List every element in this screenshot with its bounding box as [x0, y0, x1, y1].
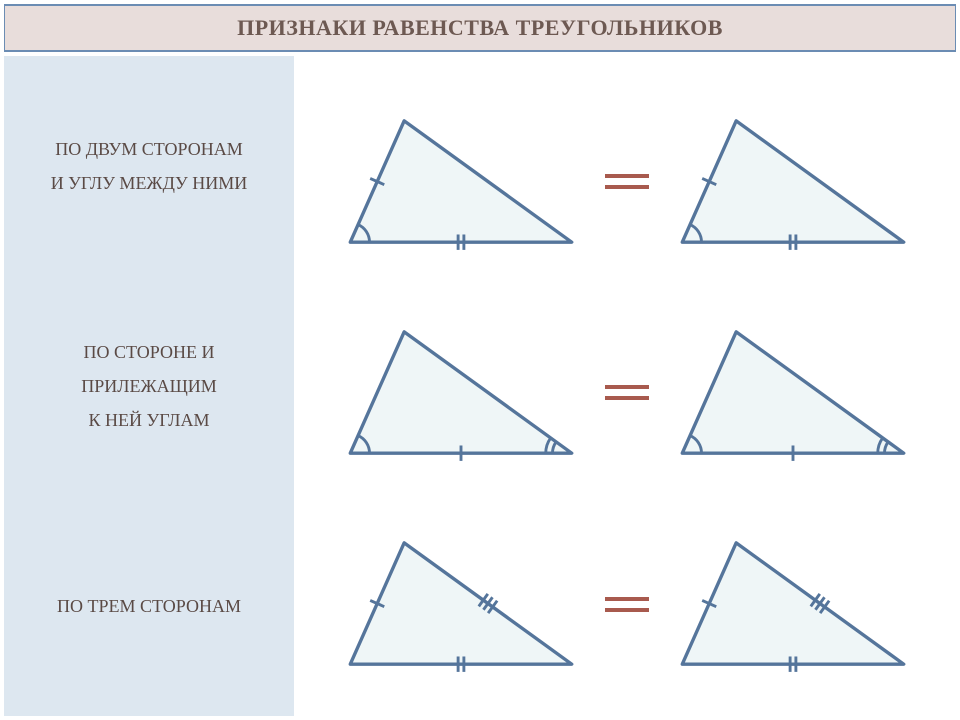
- triangle-diagram: [663, 318, 923, 468]
- triangle-right: [663, 529, 923, 679]
- main-area: ПО ДВУМ СТОРОНАМИ УГЛУ МЕЖДУ НИМИПО СТОР…: [0, 56, 960, 720]
- row-label-line: ПО ТРЕМ СТОРОНАМ: [57, 589, 241, 623]
- row-label: ПО СТОРОНЕ ИПРИЛЕЖАЩИМК НЕЙ УГЛАМ: [4, 276, 294, 496]
- equals-bar: [605, 396, 649, 400]
- triangle-diagram: [331, 107, 591, 257]
- triangle-right: [663, 107, 923, 257]
- triangle-diagram: [663, 529, 923, 679]
- diagram-row: [304, 287, 950, 498]
- equals-icon: [603, 597, 651, 612]
- page-container: ПРИЗНАКИ РАВЕНСТВА ТРЕУГОЛЬНИКОВ ПО ДВУМ…: [0, 0, 960, 720]
- sidebar: ПО ДВУМ СТОРОНАМИ УГЛУ МЕЖДУ НИМИПО СТОР…: [4, 56, 294, 716]
- diagram-row: [304, 76, 950, 287]
- triangle-left: [331, 107, 591, 257]
- equals-bar: [605, 597, 649, 601]
- row-label-line: К НЕЙ УГЛАМ: [88, 403, 209, 437]
- equals-bar: [605, 385, 649, 389]
- row-label: ПО ТРЕМ СТОРОНАМ: [4, 496, 294, 716]
- equals-icon: [603, 174, 651, 189]
- triangle-right: [663, 318, 923, 468]
- equals-bar: [605, 185, 649, 189]
- equals-icon: [603, 385, 651, 400]
- triangle-diagram: [331, 318, 591, 468]
- equals-bar: [605, 608, 649, 612]
- triangle-left: [331, 318, 591, 468]
- row-label-line: ПО СТОРОНЕ И: [84, 335, 215, 369]
- triangle-diagram: [663, 107, 923, 257]
- header-bar: ПРИЗНАКИ РАВЕНСТВА ТРЕУГОЛЬНИКОВ: [4, 4, 956, 52]
- triangle-diagram: [331, 529, 591, 679]
- equals-bar: [605, 174, 649, 178]
- page-title: ПРИЗНАКИ РАВЕНСТВА ТРЕУГОЛЬНИКОВ: [237, 15, 723, 41]
- diagram-row: [304, 499, 950, 710]
- row-label-line: И УГЛУ МЕЖДУ НИМИ: [51, 166, 248, 200]
- triangle-left: [331, 529, 591, 679]
- diagram-content: [294, 56, 960, 720]
- row-label-line: ПРИЛЕЖАЩИМ: [81, 369, 217, 403]
- row-label-line: ПО ДВУМ СТОРОНАМ: [55, 132, 243, 166]
- row-label: ПО ДВУМ СТОРОНАМИ УГЛУ МЕЖДУ НИМИ: [4, 56, 294, 276]
